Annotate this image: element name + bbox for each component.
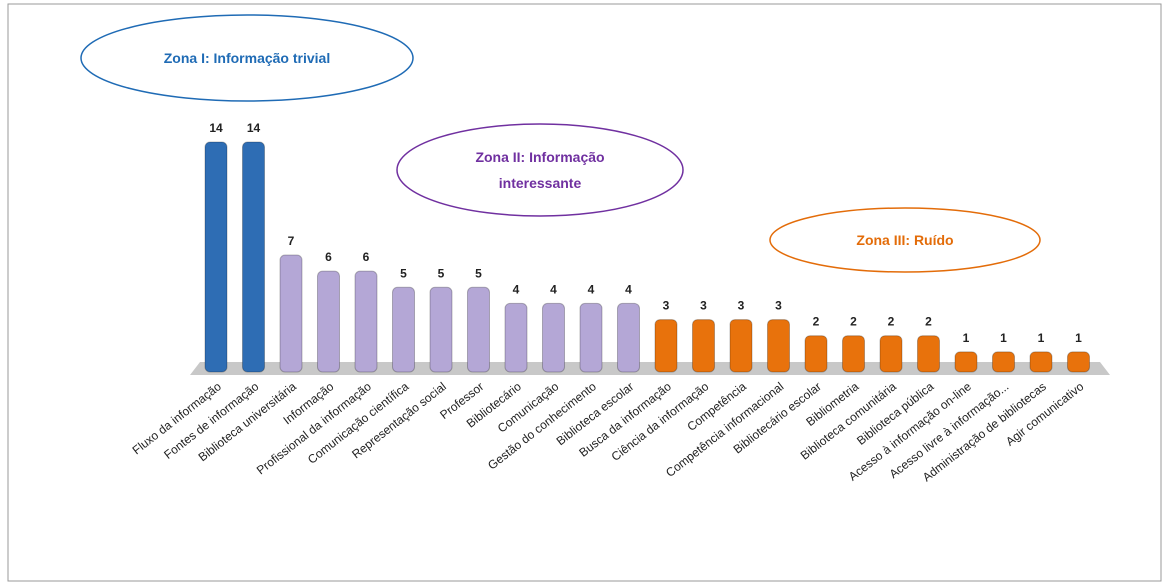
bar — [542, 302, 565, 373]
bar — [992, 351, 1015, 373]
data-label: 6 — [363, 250, 370, 264]
bar — [242, 141, 265, 373]
bar — [317, 270, 340, 373]
data-label: 2 — [888, 315, 895, 329]
data-label: 2 — [925, 315, 932, 329]
data-label: 5 — [475, 266, 482, 280]
bar — [804, 335, 828, 373]
bar — [392, 286, 415, 373]
data-label: 4 — [625, 282, 632, 296]
data-label: 1 — [1075, 331, 1082, 345]
data-label: 5 — [438, 266, 445, 280]
bar — [279, 254, 303, 373]
bar — [767, 319, 790, 373]
frame — [7, 3, 1162, 582]
bar — [429, 286, 453, 373]
bar — [204, 141, 228, 373]
annotation-oval — [80, 14, 414, 102]
annotation-text: Zona I: Informação trivial — [163, 50, 331, 66]
data-label: 3 — [738, 299, 745, 313]
bar — [654, 319, 678, 373]
annotation-oval — [396, 123, 684, 217]
annotation-text: Zona III: Ruído — [856, 232, 954, 248]
bar — [729, 319, 753, 373]
bar — [879, 335, 903, 373]
bar — [954, 351, 978, 373]
bar — [467, 286, 490, 373]
data-label: 1 — [1038, 331, 1045, 345]
bar — [1067, 351, 1090, 373]
data-label: 2 — [850, 315, 857, 329]
bar — [842, 335, 865, 373]
data-label: 14 — [209, 121, 223, 135]
data-label: 7 — [288, 234, 295, 248]
bar — [579, 302, 603, 373]
bar — [354, 270, 378, 373]
bar — [692, 319, 715, 373]
bar — [617, 302, 640, 373]
data-label: 5 — [400, 266, 407, 280]
bar — [917, 335, 940, 373]
bar — [504, 302, 528, 373]
data-label: 4 — [513, 282, 520, 296]
data-label: 6 — [325, 250, 332, 264]
annotation-oval — [769, 207, 1041, 273]
bar — [1029, 351, 1053, 373]
data-label: 4 — [588, 282, 595, 296]
data-label: 4 — [550, 282, 557, 296]
annotation-text: Zona II: Informação interessante — [475, 149, 605, 191]
data-label: 3 — [700, 299, 707, 313]
data-label: 3 — [775, 299, 782, 313]
data-label: 14 — [247, 121, 261, 135]
data-label: 1 — [1000, 331, 1007, 345]
data-label: 1 — [963, 331, 970, 345]
data-label: 2 — [813, 315, 820, 329]
data-label: 3 — [663, 299, 670, 313]
